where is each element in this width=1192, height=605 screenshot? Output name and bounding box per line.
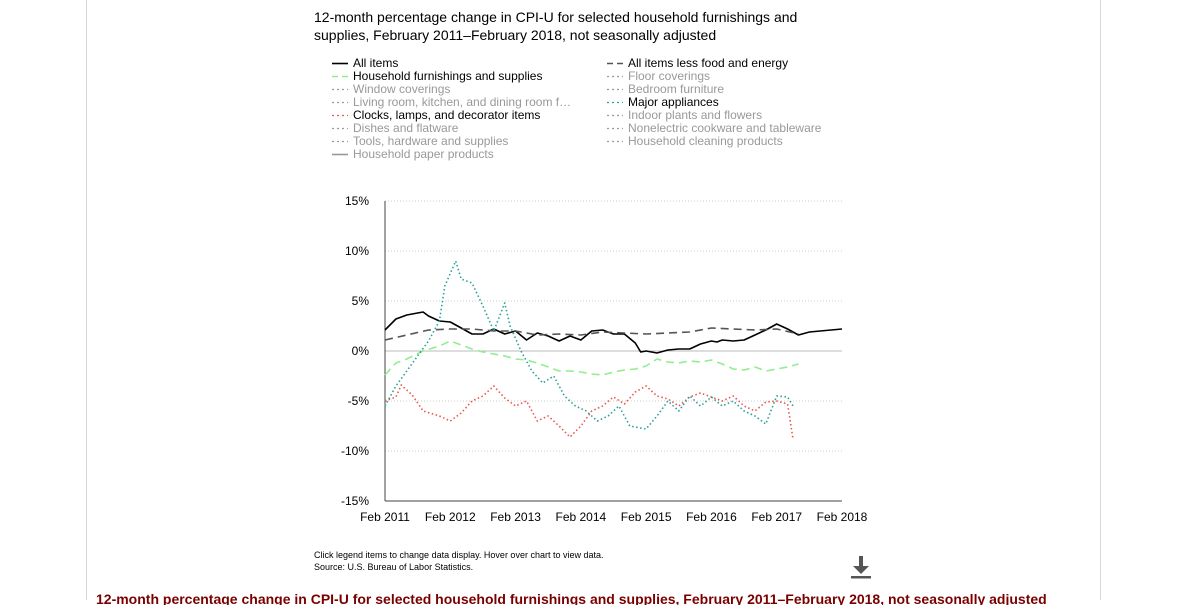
legend-swatch — [607, 62, 623, 65]
footnote-instructions: Click legend items to change data displa… — [314, 550, 604, 560]
y-tick-label: 10% — [345, 244, 369, 258]
legend-swatch — [332, 140, 348, 143]
x-tick-label: Feb 2013 — [490, 510, 541, 524]
chart-title-line1: 12-month percentage change in CPI-U for … — [314, 9, 798, 25]
series-line-0 — [384, 311, 843, 354]
x-tick-label: Feb 2016 — [686, 510, 737, 524]
legend-label: Tools, hardware and supplies — [353, 135, 509, 148]
download-icon[interactable] — [849, 554, 873, 580]
chart-title: 12-month percentage change in CPI-U for … — [314, 8, 834, 44]
legend-label: Household furnishings and supplies — [353, 70, 543, 83]
y-tick-label: 5% — [352, 294, 370, 308]
legend-swatch — [332, 88, 348, 91]
legend-label: Dishes and flatware — [353, 122, 459, 135]
legend-label: Floor coverings — [628, 70, 711, 83]
series-line-4 — [384, 260, 794, 430]
y-tick-label: -5% — [348, 394, 370, 408]
y-tick-label: 0% — [352, 344, 370, 358]
footnote-source: Source: U.S. Bureau of Labor Statistics. — [314, 562, 474, 572]
legend-label: Clocks, lamps, and decorator items — [353, 109, 541, 122]
x-tick-label: Feb 2015 — [621, 510, 672, 524]
legend-swatch — [332, 75, 348, 78]
x-tick-label: Feb 2012 — [425, 510, 476, 524]
legend-label: All items less food and energy — [628, 57, 789, 70]
legend-label: Nonelectric cookware and tableware — [628, 122, 822, 135]
chart-footnote: Click legend items to change data displa… — [314, 549, 603, 573]
legend-label: Household cleaning products — [628, 135, 783, 148]
legend-swatch — [607, 101, 623, 104]
content-panel — [86, 0, 1101, 600]
y-tick-label: -10% — [341, 444, 369, 458]
x-tick-label: Feb 2018 — [817, 510, 868, 524]
legend-swatch — [607, 114, 623, 117]
series-line-2 — [384, 340, 799, 376]
legend-label: Living room, kitchen, and dining room f… — [353, 96, 572, 109]
legend-swatch — [607, 88, 623, 91]
line-chart[interactable]: 15% 10% 5% 0% -5% -10% -15% Feb 2011 Feb 2012 Feb… — [330, 185, 870, 530]
legend-swatch — [332, 114, 348, 117]
legend-swatch — [332, 62, 348, 65]
legend-swatch — [607, 75, 623, 78]
series-line-3 — [384, 384, 794, 440]
x-tick-label: Feb 2014 — [555, 510, 606, 524]
legend-label: All items — [353, 57, 399, 70]
legend-swatch — [332, 101, 348, 104]
y-tick-label: 15% — [345, 194, 369, 208]
chart-title-line2: supplies, February 2011–February 2018, n… — [314, 27, 717, 43]
legend-label: Major appliances — [628, 96, 719, 109]
y-tick-label: -15% — [341, 494, 369, 508]
x-tick-label: Feb 2011 — [360, 510, 410, 524]
legend-swatch — [607, 127, 623, 130]
legend-label: Bedroom furniture — [628, 83, 725, 96]
legend-swatch — [607, 140, 623, 143]
legend-label: Indoor plants and flowers — [628, 109, 763, 122]
legend-label: Household paper products — [353, 148, 494, 161]
section-heading: 12-month percentage change in CPI-U for … — [96, 591, 1047, 605]
series-line-1 — [384, 327, 799, 341]
x-tick-label: Feb 2017 — [751, 510, 802, 524]
legend-swatch — [332, 153, 348, 156]
legend-swatch — [332, 127, 348, 130]
legend-label: Window coverings — [353, 83, 451, 96]
